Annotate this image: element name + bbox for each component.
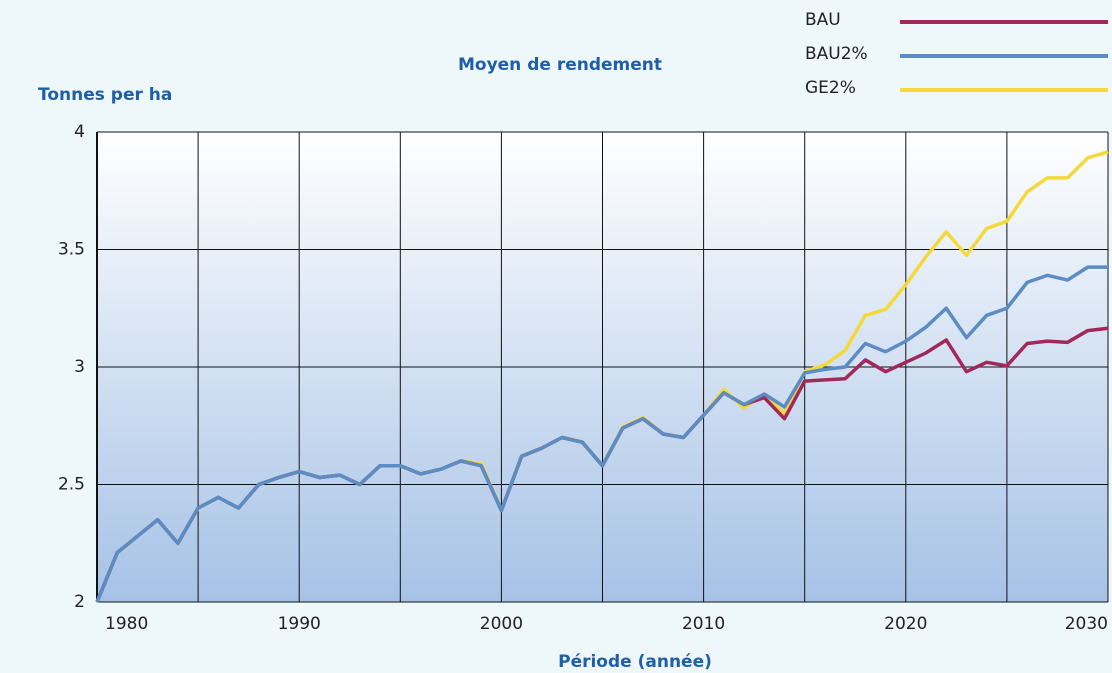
x-axis-label: Période (année) <box>558 652 712 672</box>
legend-label: GE2% <box>805 78 856 98</box>
x-tick-label: 2010 <box>682 614 725 634</box>
y-tick-label: 2.5 <box>58 475 85 495</box>
legend-label: BAU2% <box>805 44 868 64</box>
y-axis-label: Tonnes per ha <box>38 85 172 105</box>
y-tick-label: 3 <box>74 357 85 377</box>
legend-label: BAU <box>805 10 841 30</box>
x-tick-label: 2000 <box>480 614 523 634</box>
y-tick-label: 4 <box>74 122 85 142</box>
y-tick-label: 3.5 <box>58 240 85 260</box>
chart-title: Moyen de rendement <box>458 55 662 75</box>
x-tick-label: 2020 <box>884 614 927 634</box>
x-tick-label: 2030 <box>1065 614 1108 634</box>
series-line <box>95 265 1108 603</box>
y-tick-label: 2 <box>74 592 85 612</box>
x-tick-label: 1980 <box>105 614 148 634</box>
x-tick-label: 1990 <box>278 614 321 634</box>
